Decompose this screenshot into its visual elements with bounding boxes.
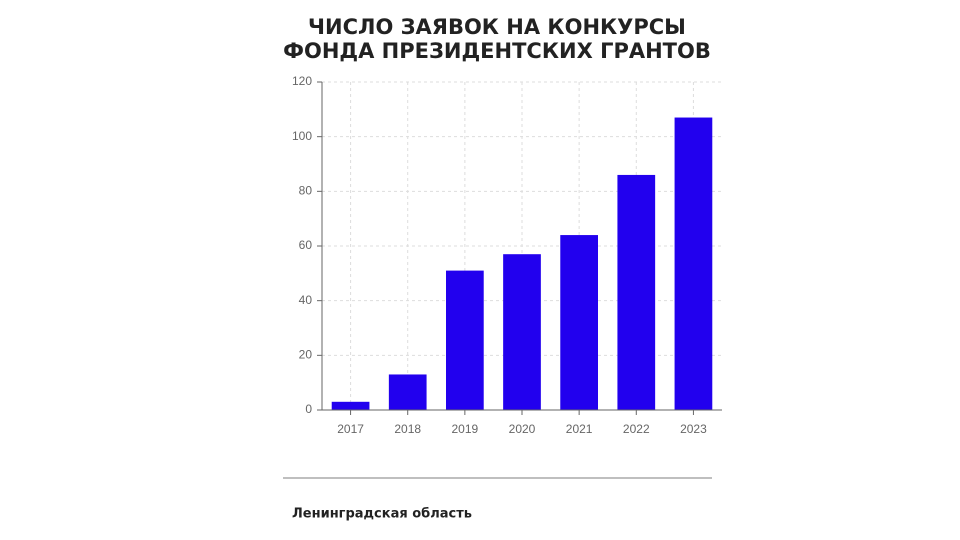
y-tick-label: 60 bbox=[299, 238, 313, 252]
bar bbox=[331, 401, 370, 410]
x-tick-label: 2021 bbox=[566, 422, 593, 436]
y-tick-label: 20 bbox=[299, 348, 313, 362]
footer: Ленинградская область bbox=[292, 507, 472, 522]
bar bbox=[674, 117, 713, 411]
bar bbox=[388, 374, 427, 410]
bar bbox=[617, 174, 656, 410]
bar bbox=[560, 235, 598, 410]
bar bbox=[446, 270, 484, 410]
chart-title: ФОНДА ПРЕЗИДЕНТСКИХ ГРАНТОВ bbox=[283, 39, 711, 63]
x-tick-label: 2019 bbox=[452, 422, 479, 436]
x-tick-label: 2022 bbox=[623, 422, 650, 436]
x-tick-label: 2018 bbox=[394, 422, 421, 436]
bar bbox=[503, 254, 541, 410]
x-tick-label: 2023 bbox=[680, 422, 707, 436]
chart-title: ЧИСЛО ЗАЯВОК НА КОНКУРСЫ bbox=[308, 15, 686, 39]
y-tick-label: 80 bbox=[299, 184, 313, 198]
x-tick-label: 2020 bbox=[509, 422, 536, 436]
y-tick-label: 40 bbox=[299, 293, 313, 307]
y-tick-label: 0 bbox=[305, 402, 312, 416]
y-tick-label: 120 bbox=[292, 74, 312, 88]
y-tick-label: 100 bbox=[292, 129, 312, 143]
x-tick-label: 2017 bbox=[337, 422, 364, 436]
